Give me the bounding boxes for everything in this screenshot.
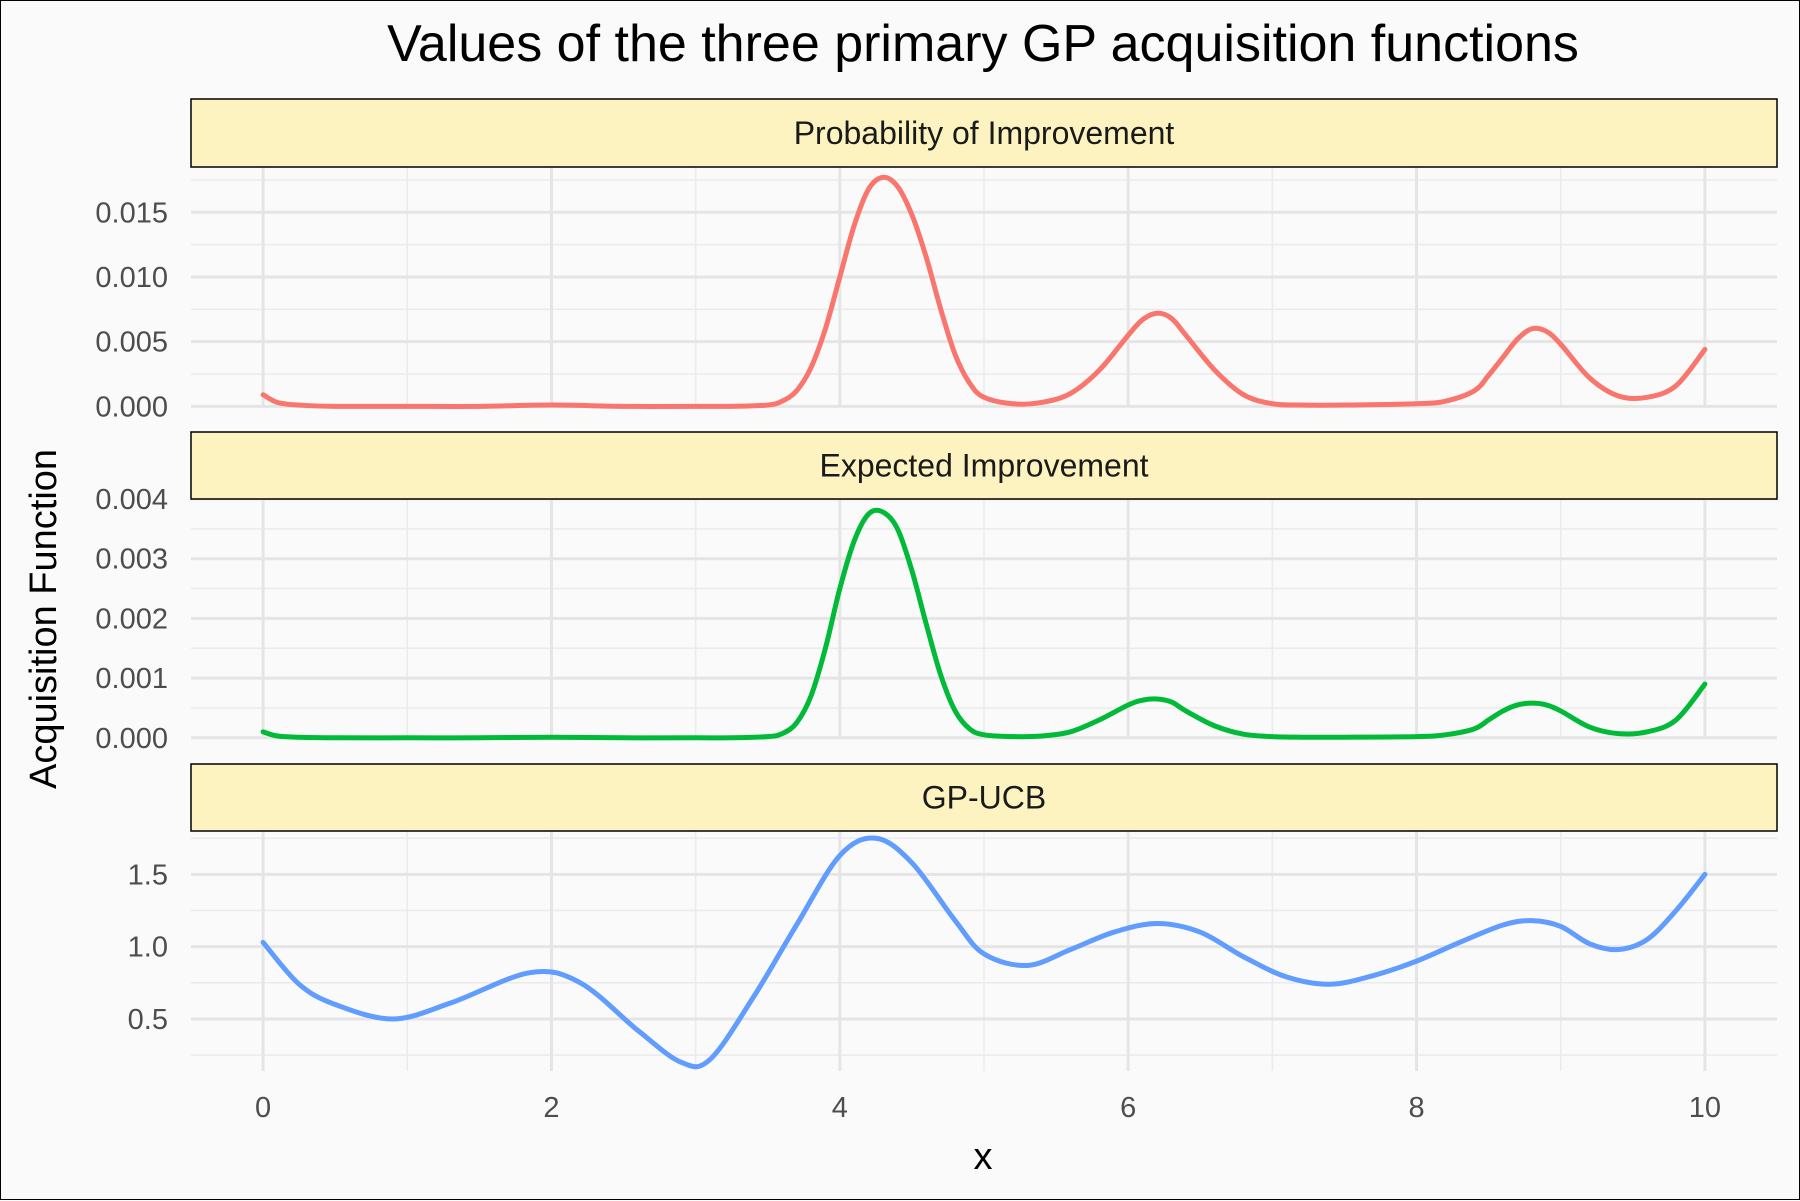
y-tick-label: 0.010 bbox=[95, 262, 168, 294]
facet-strip-label: Expected Improvement bbox=[819, 448, 1148, 484]
y-tick-label: 0.005 bbox=[95, 327, 168, 359]
series-line bbox=[260, 507, 1708, 741]
facet-strip bbox=[190, 98, 1778, 168]
x-axis-title: x bbox=[974, 1136, 993, 1178]
facet-strip bbox=[190, 431, 1778, 500]
x-tick-label: 2 bbox=[543, 1092, 559, 1124]
y-axis-title: Acquisition Function bbox=[23, 449, 65, 789]
facet-panels: 0.000 0.005 0.010 0.015 Probability of Impro… bbox=[95, 98, 1778, 1124]
x-tick-label: 8 bbox=[1408, 1092, 1424, 1124]
facet-strip bbox=[190, 763, 1778, 832]
y-tick-label: 1.5 bbox=[128, 859, 168, 891]
x-tick-label: 6 bbox=[1120, 1092, 1136, 1124]
y-tick-label: 1.0 bbox=[128, 932, 168, 964]
x-tick-label: 4 bbox=[832, 1092, 848, 1124]
y-tick-label: 0.003 bbox=[95, 544, 168, 576]
facet-strip-label: GP-UCB bbox=[922, 780, 1046, 816]
x-tick-label: 0 bbox=[255, 1092, 271, 1124]
facet-strip-label: Probability of Improvement bbox=[794, 115, 1175, 151]
series-line bbox=[260, 174, 1708, 409]
y-tick-label: 0.004 bbox=[95, 484, 168, 516]
y-tick-label: 0.5 bbox=[128, 1004, 168, 1036]
facet-panel: 0.000 0.005 0.010 0.015 Probability of Impro… bbox=[95, 98, 1778, 423]
y-tick-label: 0.000 bbox=[95, 723, 168, 755]
series-line bbox=[260, 835, 1708, 1070]
chart-title: Values of the three primary GP acquisiti… bbox=[387, 15, 1579, 73]
facet-panel: 0.000 0.001 0.002 0.003 0.004 Expected Improv… bbox=[95, 431, 1778, 755]
y-tick-label: 0.001 bbox=[95, 663, 168, 695]
y-tick-label: 0.015 bbox=[95, 197, 168, 229]
x-tick-label: 10 bbox=[1689, 1092, 1721, 1124]
facet-panel: 0.5 1.0 1.5 GP-UCB bbox=[128, 763, 1778, 1071]
y-tick-label: 0.002 bbox=[95, 603, 168, 635]
y-tick-label: 0.000 bbox=[95, 391, 168, 423]
